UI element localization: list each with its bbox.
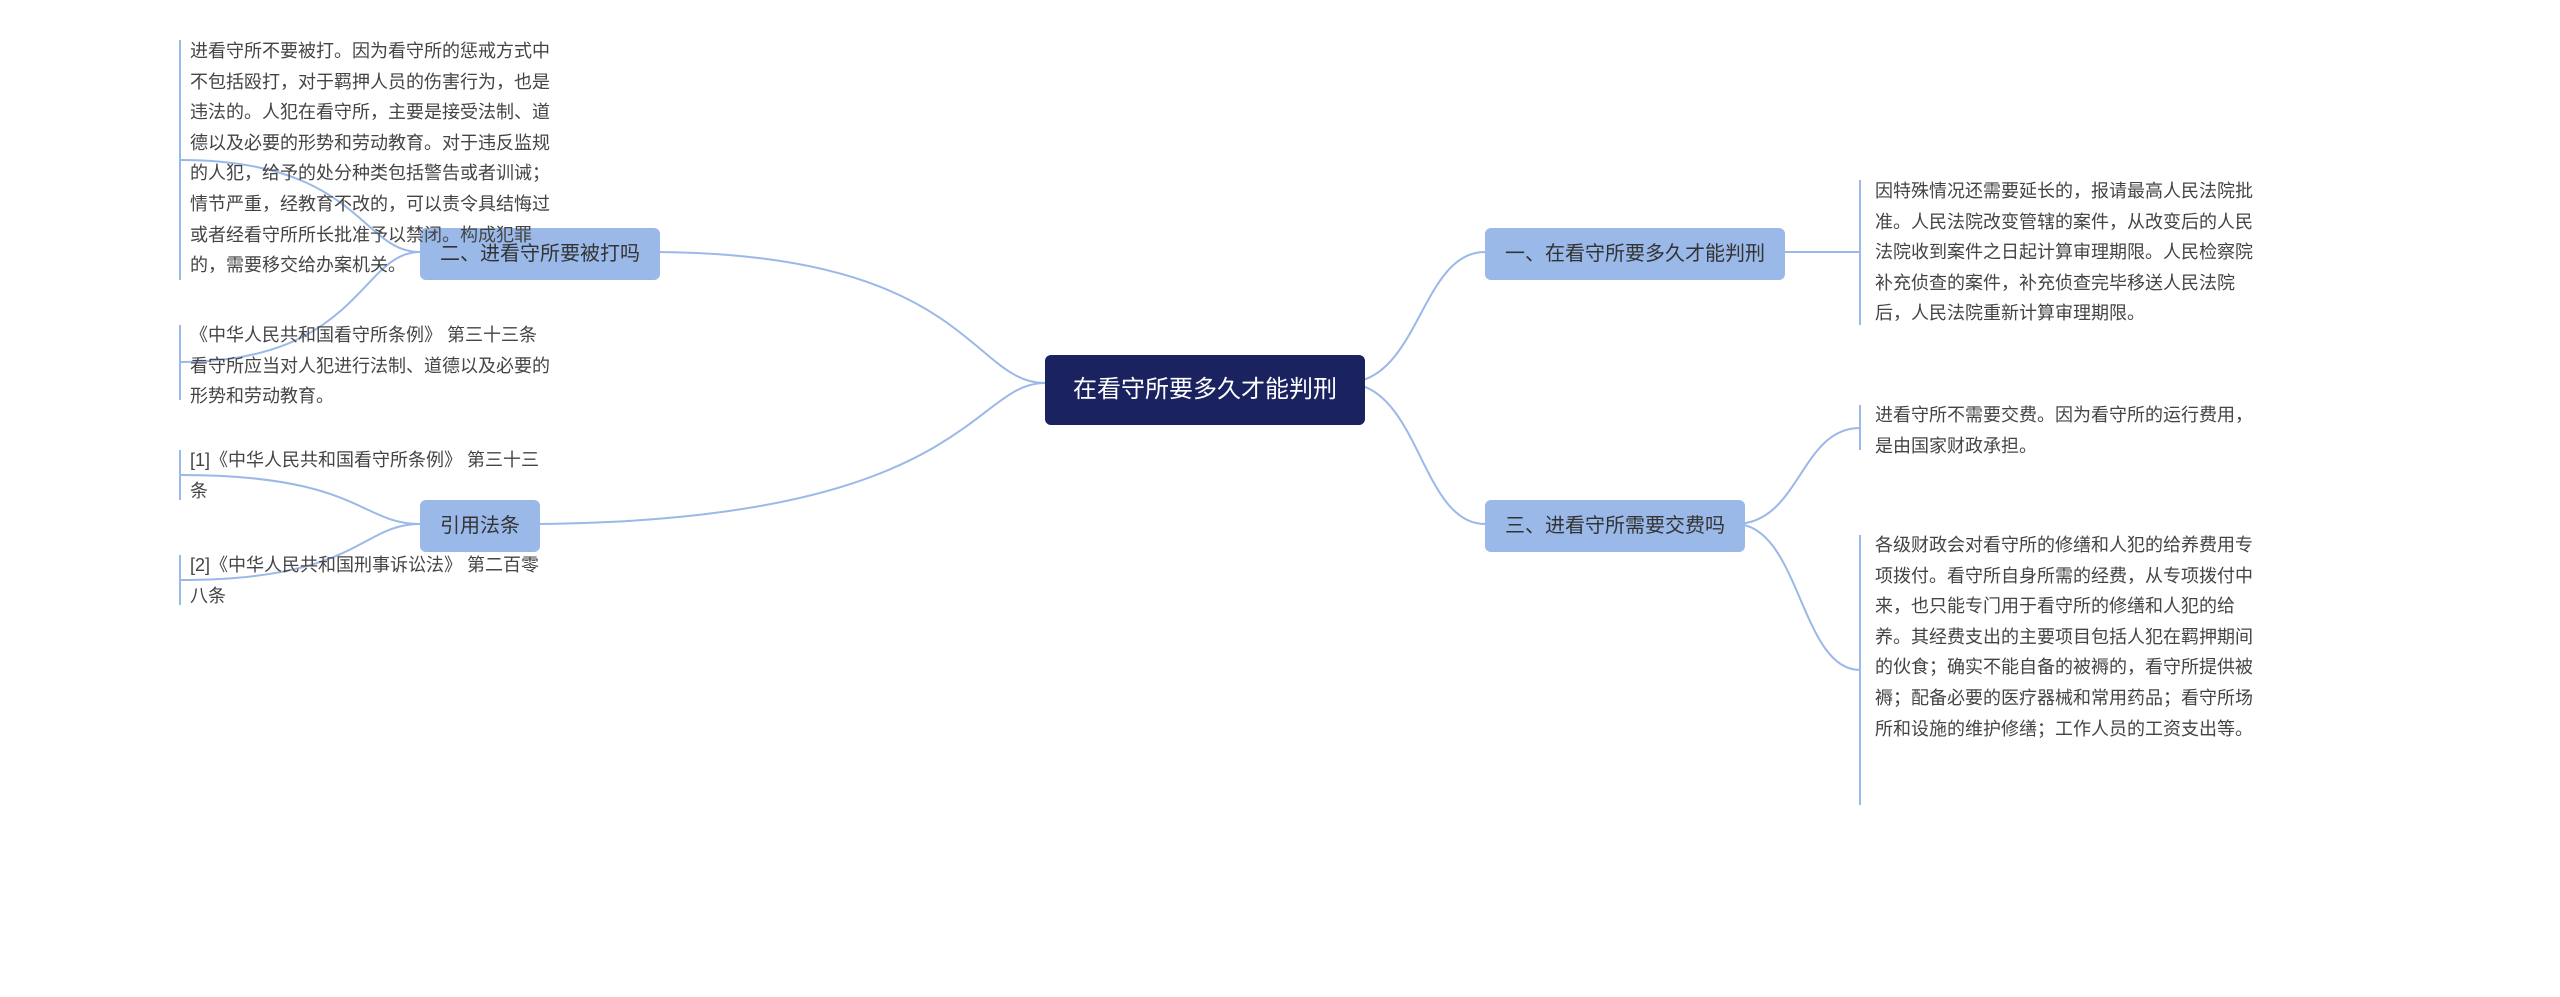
- branch-label: 三、进看守所需要交费吗: [1505, 515, 1725, 537]
- leaf-left-cite-2: [2]《中华人民共和国刑事诉讼法》 第二百零八条: [190, 550, 550, 611]
- branch-label: 一、在看守所要多久才能判刑: [1505, 243, 1765, 265]
- branch-label: 引用法条: [440, 515, 520, 537]
- mindmap-container: 在看守所要多久才能判刑 一、在看守所要多久才能判刑 因特殊情况还需要延长的，报请…: [0, 0, 2560, 997]
- leaf-text: 各级财政会对看守所的修缮和人犯的给养费用专项拨付。看守所自身所需的经费，从专项拨…: [1875, 535, 2253, 739]
- leaf-text: 进看守所不需要交费。因为看守所的运行费用，是由国家财政承担。: [1875, 405, 2253, 456]
- leaf-left-2-2: 《中华人民共和国看守所条例》 第三十三条 看守所应当对人犯进行法制、道德以及必要…: [190, 320, 550, 412]
- leaf-text: [1]《中华人民共和国看守所条例》 第三十三条: [190, 450, 539, 501]
- center-node[interactable]: 在看守所要多久才能判刑: [1045, 355, 1365, 425]
- leaf-text: 《中华人民共和国看守所条例》 第三十三条 看守所应当对人犯进行法制、道德以及必要…: [190, 325, 550, 406]
- leaf-text: 因特殊情况还需要延长的，报请最高人民法院批准。人民法院改变管辖的案件，从改变后的…: [1875, 181, 2253, 323]
- leaf-left-2-1: 进看守所不要被打。因为看守所的惩戒方式中不包括殴打，对于羁押人员的伤害行为，也是…: [190, 36, 550, 281]
- leaf-left-cite-1: [1]《中华人民共和国看守所条例》 第三十三条: [190, 445, 550, 506]
- branch-right-1[interactable]: 一、在看守所要多久才能判刑: [1485, 228, 1785, 280]
- branch-right-3[interactable]: 三、进看守所需要交费吗: [1485, 500, 1745, 552]
- leaf-text: 进看守所不要被打。因为看守所的惩戒方式中不包括殴打，对于羁押人员的伤害行为，也是…: [190, 41, 550, 275]
- center-label: 在看守所要多久才能判刑: [1073, 376, 1337, 403]
- leaf-text: [2]《中华人民共和国刑事诉讼法》 第二百零八条: [190, 555, 539, 606]
- leaf-right-3-2: 各级财政会对看守所的修缮和人犯的给养费用专项拨付。看守所自身所需的经费，从专项拨…: [1875, 530, 2255, 744]
- branch-left-cite[interactable]: 引用法条: [420, 500, 540, 552]
- leaf-right-3-1: 进看守所不需要交费。因为看守所的运行费用，是由国家财政承担。: [1875, 400, 2255, 461]
- leaf-right-1-1: 因特殊情况还需要延长的，报请最高人民法院批准。人民法院改变管辖的案件，从改变后的…: [1875, 176, 2255, 329]
